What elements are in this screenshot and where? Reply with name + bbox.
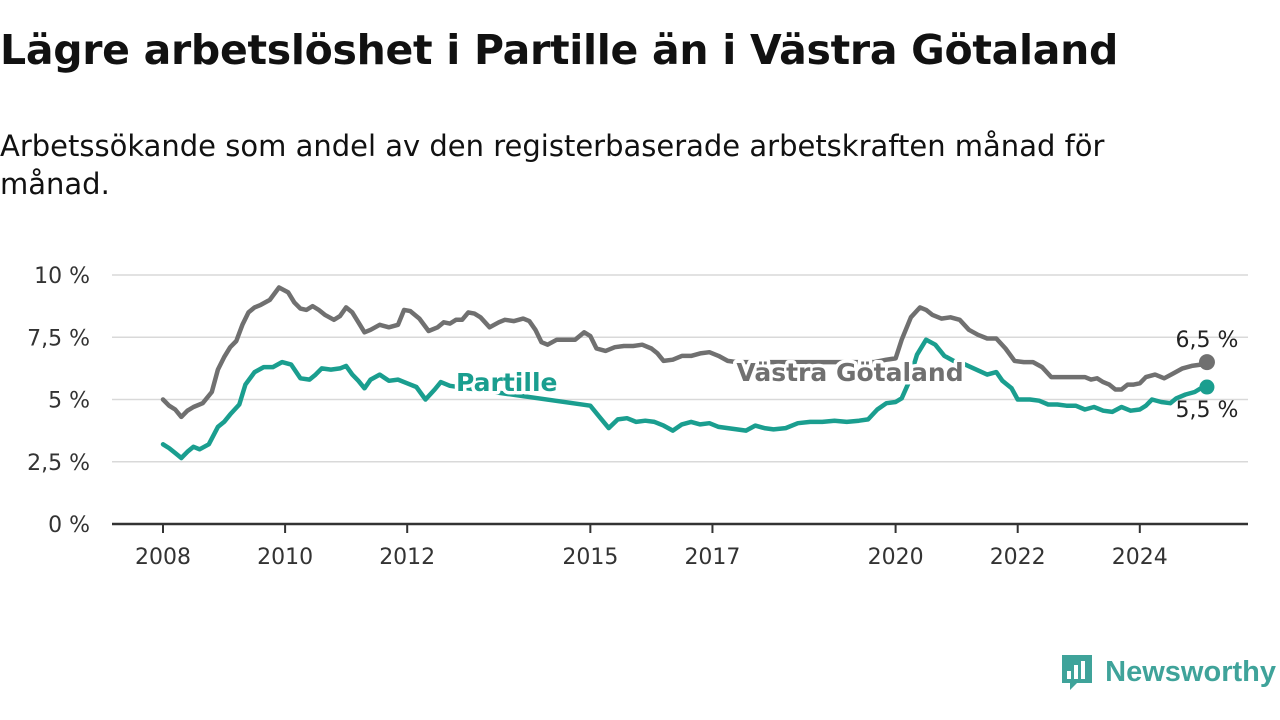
- line-chart: 0 % 2,5 % 5 % 7,5 % 10 % 2008 2010 2012 2015 201…: [27, 264, 1248, 570]
- x-tick-label: 2008: [135, 545, 191, 570]
- y-tick-label: 5 %: [48, 389, 90, 414]
- series-end-dot-partille: [1199, 379, 1215, 395]
- chart-title: Lägre arbetslöshet i Partille än i Västr…: [0, 26, 1119, 74]
- series-line-partille: [160, 337, 1210, 461]
- series-name-label-vastra-gotaland: Västra Götaland: [736, 358, 963, 387]
- x-tick-label: 2024: [1112, 545, 1168, 570]
- x-tick-label: 2015: [562, 545, 618, 570]
- series-line-vastra-gotaland: [160, 285, 1210, 420]
- y-tick-label: 10 %: [34, 264, 90, 289]
- chart-subtitle: Arbetssökande som andel av den registerb…: [0, 129, 1105, 201]
- x-tick-label: 2012: [379, 545, 435, 570]
- series-end-dot-vastra-gotaland: [1198, 354, 1215, 371]
- brand-name: Newsworthy: [1105, 655, 1276, 688]
- y-tick-label: 7,5 %: [27, 326, 90, 351]
- series-end-label-vastra-gotaland: 6,5 %: [1176, 328, 1239, 353]
- x-tick-label: 2010: [257, 545, 313, 570]
- series-name-label-partille: Partille: [456, 368, 557, 397]
- x-tick-label: 2017: [684, 545, 740, 570]
- series-end-label-partille: 5,5 %: [1176, 398, 1239, 423]
- x-axis-ticks: 2008 2010 2012 2015 2017 2020 2022 2024: [135, 524, 1168, 570]
- grid-lines: [112, 274, 1248, 526]
- series-labels: 6,5 % 5,5 % Partille Västra Götaland: [453, 328, 1239, 423]
- series-lines: [160, 285, 1215, 461]
- newsworthy-logo-icon: [1062, 655, 1093, 690]
- y-tick-label: 2,5 %: [27, 451, 90, 476]
- newsworthy-brand: Newsworthy: [1059, 652, 1276, 692]
- y-tick-label: 0 %: [48, 513, 90, 538]
- y-axis-ticks: 0 % 2,5 % 5 % 7,5 % 10 %: [27, 264, 90, 538]
- x-tick-label: 2022: [990, 545, 1046, 570]
- x-tick-label: 2020: [868, 545, 924, 570]
